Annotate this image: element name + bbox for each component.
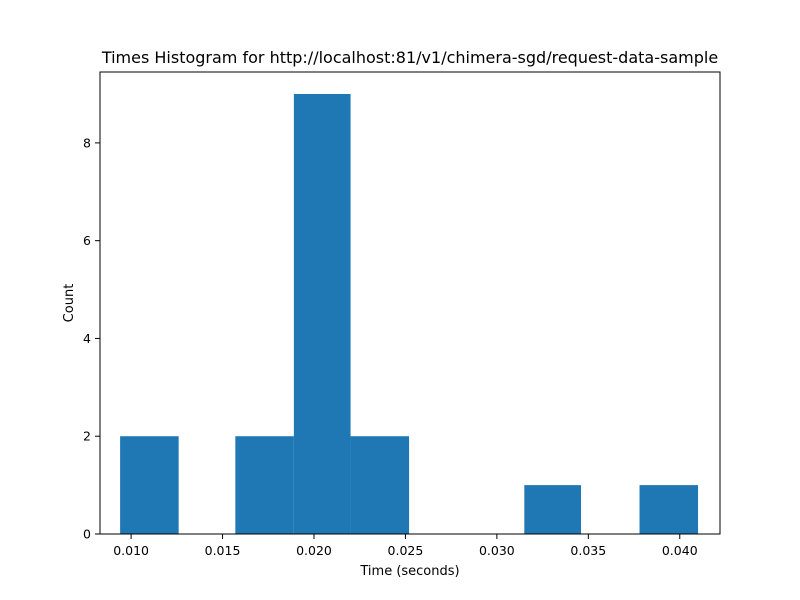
plot-frame (99, 71, 721, 535)
y-axis-label: Count (62, 284, 77, 323)
y-tick-label: 6 (83, 233, 91, 248)
histogram-bar (120, 436, 179, 534)
histogram-bar (293, 94, 351, 534)
y-tick-label: 2 (83, 429, 91, 444)
x-tick-label: 0.010 (113, 543, 149, 558)
histogram-bar (350, 436, 410, 534)
histogram-bar (639, 485, 699, 534)
x-tick-label: 0.035 (570, 543, 606, 558)
x-tick-label: 0.020 (296, 543, 332, 558)
x-axis-label: Time (seconds) (359, 564, 459, 579)
x-axis-ticks: 0.010 0.015 0.020 0.025 0.030 0.035 0.040 (113, 534, 698, 558)
y-tick-label: 4 (83, 331, 91, 346)
bars-group (120, 94, 699, 534)
y-tick-label: 0 (83, 527, 91, 542)
x-tick-label: 0.030 (479, 543, 515, 558)
histogram-bar (524, 485, 582, 534)
x-tick-label: 0.015 (205, 543, 241, 558)
histogram-bar (235, 436, 294, 534)
x-tick-label: 0.040 (662, 543, 698, 558)
chart-title: Times Histogram for http://localhost:81/… (101, 48, 718, 67)
y-axis-ticks: 0 2 4 6 8 (83, 135, 100, 542)
x-tick-label: 0.025 (388, 543, 424, 558)
y-tick-label: 8 (83, 135, 91, 150)
